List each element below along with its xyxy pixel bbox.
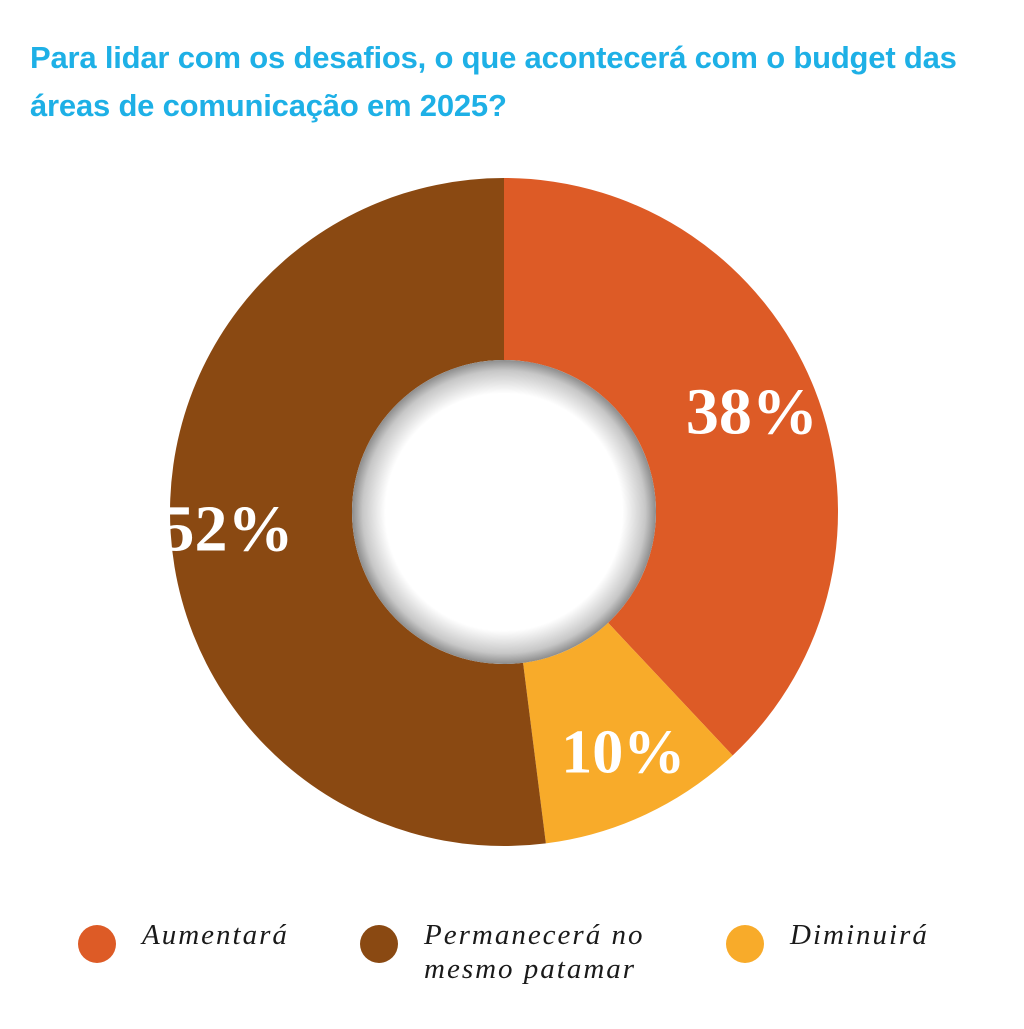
slice-label-diminuira: 10% (561, 719, 685, 787)
chart-title: Para lidar com os desafios, o que aconte… (30, 40, 957, 123)
legend-item-diminuira: Diminuirá (726, 918, 929, 963)
legend-swatch-permanecera (360, 925, 398, 963)
legend-item-permanecera: Permanecerá no mesmo patamar (360, 918, 644, 986)
legend-swatch-diminuira (726, 925, 764, 963)
slice-aumentara (504, 178, 838, 756)
legend: Aumentará Permanecerá no mesmo patamar D… (0, 918, 1024, 1008)
slice-label-permanecera: 52% (162, 492, 294, 565)
legend-item-aumentara: Aumentará (78, 918, 289, 963)
legend-swatch-aumentara (78, 925, 116, 963)
slice-diminuira (523, 622, 733, 844)
donut-hole-shadow (352, 360, 656, 664)
legend-label-aumentara: Aumentará (142, 919, 289, 951)
slice-label-aumentara: 38% (686, 375, 818, 448)
donut-slice-labels: 38% 10% 52% (162, 375, 818, 786)
donut-slices (170, 178, 838, 846)
legend-label-diminuira: Diminuirá (790, 919, 929, 951)
slice-permanecera (170, 178, 546, 846)
legend-label-permanecera: Permanecerá no mesmo patamar (424, 919, 645, 985)
donut-hole (352, 360, 656, 664)
